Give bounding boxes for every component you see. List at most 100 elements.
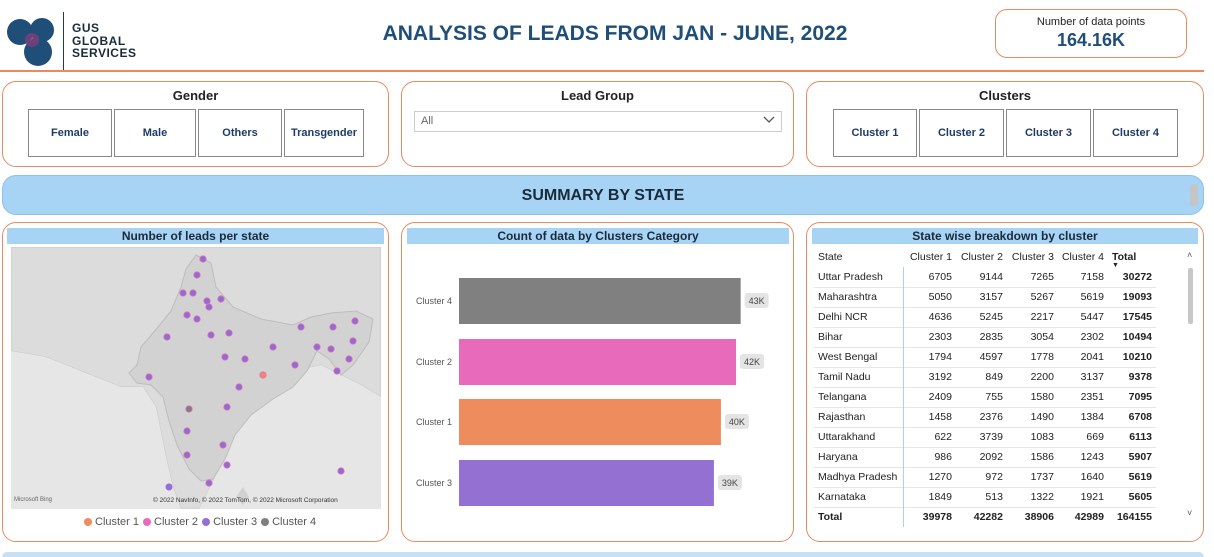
legend-item-cluster-3[interactable]: Cluster 3	[202, 516, 257, 528]
map-marker[interactable]	[223, 403, 231, 411]
data-label-background	[724, 414, 749, 429]
total-cell: 7095	[1128, 391, 1152, 403]
cluster-value-cell: 39978	[903, 507, 956, 527]
map-marker[interactable]	[185, 405, 193, 413]
map-marker[interactable]	[225, 329, 233, 337]
lead-group-slicer: Lead Group All	[401, 81, 794, 167]
map-marker[interactable]	[327, 345, 335, 353]
table-row[interactable]: Maharashtra 5050 3157 5267 5619 19093	[814, 287, 1156, 307]
map-marker[interactable]	[313, 343, 321, 351]
summary-banner: SUMMARY BY STATE	[2, 175, 1204, 215]
state-name-cell: Delhi NCR	[818, 311, 868, 323]
map-marker[interactable]	[179, 289, 187, 297]
map-marker[interactable]	[205, 303, 213, 311]
legend-item-cluster-2[interactable]: Cluster 2	[143, 516, 198, 528]
map-marker[interactable]	[193, 315, 201, 323]
map-marker[interactable]	[207, 331, 215, 339]
cluster-value-cell: 1849	[903, 487, 956, 507]
cluster-value-cell: 755	[985, 391, 1003, 403]
gender-transgender-button[interactable]: Transgender	[284, 109, 364, 157]
map-marker[interactable]	[183, 427, 191, 435]
state-name-cell: Total	[818, 511, 843, 524]
india-map[interactable]: Microsoft Bing © 2022 NavInfo, © 2022 To…	[11, 247, 381, 509]
state-name-cell: Bihar	[818, 331, 843, 343]
column-header-cluster-2[interactable]: Cluster 2	[960, 251, 1003, 263]
banner-scroll-handle[interactable]	[1190, 184, 1198, 206]
map-marker[interactable]	[221, 353, 229, 361]
map-marker[interactable]	[193, 271, 201, 279]
table-total-row[interactable]: Total 39978 42282 38906 42989 164155	[814, 507, 1156, 527]
map-marker[interactable]	[199, 255, 207, 263]
cluster-4-button[interactable]: Cluster 4	[1093, 109, 1178, 157]
legend-item-cluster-4[interactable]: Cluster 4	[261, 516, 316, 528]
bar-cluster-4[interactable]	[459, 278, 741, 324]
cluster-value-cell: 1270	[903, 467, 956, 487]
table-row[interactable]: Tamil Nadu 3192 849 2200 3137 9378	[814, 367, 1156, 387]
scroll-thumb[interactable]	[1188, 268, 1193, 324]
map-marker[interactable]	[205, 479, 213, 487]
bar-data-label: 40K	[729, 417, 745, 427]
cluster-value-cell: 1778	[1030, 351, 1054, 363]
map-marker[interactable]	[183, 451, 191, 459]
map-marker[interactable]	[329, 323, 337, 331]
table-row[interactable]: Telangana 2409 755 1580 2351 7095	[814, 387, 1156, 407]
gender-others-button[interactable]: Others	[198, 109, 282, 157]
map-marker[interactable]	[189, 289, 197, 297]
table-row[interactable]: Uttar Pradesh 6705 9144 7265 7158 30272	[814, 267, 1156, 287]
gender-female-button[interactable]: Female	[28, 109, 112, 157]
gender-slicer-title: Gender	[172, 88, 219, 103]
table-row[interactable]: Haryana 986 2092 1586 1243 5907	[814, 447, 1156, 467]
map-marker[interactable]	[241, 355, 249, 363]
cluster-value-cell: 1322	[1030, 491, 1054, 503]
table-row[interactable]: Uttarakhand 622 3739 1083 669 6113	[814, 427, 1156, 447]
scroll-up-icon[interactable]: ˄	[1187, 250, 1193, 260]
map-marker[interactable]	[217, 295, 225, 303]
bar-cluster-1[interactable]	[459, 399, 721, 445]
table-row[interactable]: Rajasthan 1458 2376 1490 1384 6708	[814, 407, 1156, 427]
gender-male-button[interactable]: Male	[114, 109, 196, 157]
map-marker[interactable]	[297, 323, 305, 331]
column-header-state[interactable]: State	[818, 251, 843, 263]
table-row[interactable]: West Bengal 1794 4597 1778 2041 10210	[814, 347, 1156, 367]
table-panel	[806, 222, 1204, 542]
map-marker[interactable]	[349, 337, 357, 345]
map-marker[interactable]	[165, 483, 173, 491]
table-row[interactable]: Delhi NCR 4636 5245 2217 5447 17545	[814, 307, 1156, 327]
column-header-cluster-4[interactable]: Cluster 4	[1061, 251, 1104, 263]
map-marker[interactable]	[259, 371, 267, 379]
table-row[interactable]: Bihar 2303 2835 3054 2302 10494	[814, 327, 1156, 347]
map-marker[interactable]	[145, 373, 153, 381]
bar-cluster-3[interactable]	[459, 460, 714, 506]
map-marker[interactable]	[269, 343, 277, 351]
map-marker[interactable]	[223, 461, 231, 469]
cluster-value-cell: 1580	[1030, 391, 1054, 403]
map-marker[interactable]	[235, 383, 243, 391]
bar-cluster-2[interactable]	[459, 339, 737, 385]
cluster-3-button[interactable]: Cluster 3	[1006, 109, 1091, 157]
map-marker[interactable]	[337, 467, 345, 475]
table-scrollbar[interactable]: ˄ ˅	[1186, 250, 1194, 522]
map-marker[interactable]	[183, 311, 191, 319]
map-marker[interactable]	[163, 333, 171, 341]
cluster-2-button[interactable]: Cluster 2	[919, 109, 1004, 157]
column-header-total[interactable]: Total ▼	[1108, 247, 1156, 269]
map-marker[interactable]	[333, 367, 341, 375]
map-marker[interactable]	[219, 441, 227, 449]
map-marker[interactable]	[291, 361, 299, 369]
column-header-cluster-1[interactable]: Cluster 1	[909, 251, 952, 263]
legend-item-cluster-1[interactable]: Cluster 1	[84, 516, 139, 528]
cluster-1-button[interactable]: Cluster 1	[833, 109, 917, 157]
map-marker[interactable]	[203, 297, 211, 305]
cluster-value-cell: 3137	[1080, 371, 1104, 383]
legend-dot-cluster-3	[202, 518, 211, 526]
column-header-cluster-3[interactable]: Cluster 3	[1011, 251, 1054, 263]
total-cell: 6708	[1128, 411, 1152, 423]
cluster-value-cell: 622	[903, 427, 956, 447]
lead-group-dropdown[interactable]: All	[414, 111, 782, 132]
table-row[interactable]: Karnataka 1849 513 1322 1921 5605	[814, 487, 1156, 507]
map-marker[interactable]	[345, 355, 353, 363]
total-cell: 5907	[1128, 451, 1152, 463]
scroll-down-icon[interactable]: ˅	[1187, 508, 1193, 518]
map-marker[interactable]	[351, 317, 359, 325]
table-row[interactable]: Madhya Pradesh 1270 972 1737 1640 5619	[814, 467, 1156, 487]
